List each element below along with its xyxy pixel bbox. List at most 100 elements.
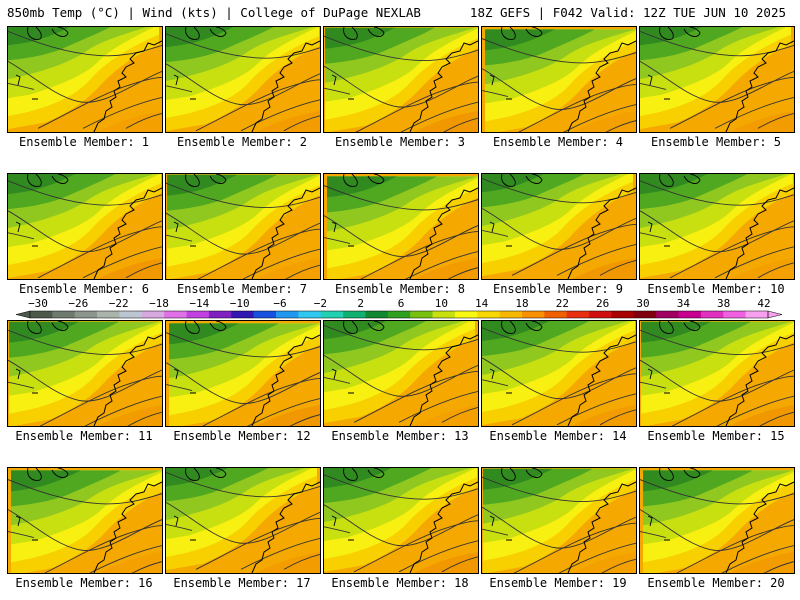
map-plot: [8, 468, 162, 573]
ensemble-member-map: [165, 173, 321, 280]
ensemble-member-map: [7, 320, 163, 427]
ensemble-member-map: [323, 173, 479, 280]
ensemble-member-map: [165, 467, 321, 574]
colorbar-segment: [186, 311, 210, 318]
colorbar-segment: [298, 311, 322, 318]
temperature-colorbar: −30 −26 −22 −18 −14 −10 −6 −2 2 6 10 14 18 22 26 30 34 38…: [15, 297, 783, 319]
map-plot: [640, 174, 794, 279]
colorbar-tick-label: −18: [149, 297, 169, 310]
colorbar-segment: [30, 311, 53, 318]
colorbar-tick-label: −22: [109, 297, 129, 310]
ensemble-member-label: Ensemble Member: 10: [647, 282, 785, 296]
colorbar-segment: [611, 311, 635, 318]
ensemble-member-map: [639, 467, 795, 574]
colorbar-tick-label: 14: [475, 297, 489, 310]
ensemble-member-label: Ensemble Member: 3: [334, 135, 466, 149]
ensemble-member-map: [481, 467, 637, 574]
colorbar-tick-label: 2: [357, 297, 364, 310]
map-plot: [482, 174, 636, 279]
ensemble-member-label: Ensemble Member: 19: [489, 576, 627, 590]
ensemble-member-label: Ensemble Member: 18: [331, 576, 469, 590]
colorbar-segment: [566, 311, 590, 318]
ensemble-member-map: [639, 26, 795, 133]
colorbar-segment: [320, 311, 344, 318]
map-plot: [166, 174, 320, 279]
map-plot: [324, 174, 478, 279]
colorbar-arrow-low: [15, 310, 31, 319]
colorbar-tick-label: 6: [398, 297, 405, 310]
ensemble-member-map: [639, 173, 795, 280]
ensemble-member-label: Ensemble Member: 8: [334, 282, 466, 296]
header-valid-time: 18Z GEFS | F042 Valid: 12Z TUE JUN 10 20…: [469, 5, 786, 20]
ensemble-member-map: [165, 320, 321, 427]
map-plot: [324, 27, 478, 132]
colorbar-segment: [454, 311, 478, 318]
colorbar-segment: [97, 311, 120, 318]
colorbar-segment: [74, 311, 98, 318]
colorbar-segment: [678, 311, 702, 318]
ensemble-member-label: Ensemble Member: 16: [15, 576, 153, 590]
ensemble-member-label: Ensemble Member: 13: [331, 429, 469, 443]
ensemble-member-map: [323, 320, 479, 427]
ensemble-member-map: [481, 26, 637, 133]
ensemble-member-label: Ensemble Member: 1: [18, 135, 150, 149]
ensemble-member-label: Ensemble Member: 9: [492, 282, 624, 296]
ensemble-member-map: [7, 467, 163, 574]
colorbar-tick-label: −30: [28, 297, 48, 310]
colorbar-segment: [343, 311, 366, 318]
colorbar-tick-label: −10: [230, 297, 250, 310]
colorbar-tick-label: 18: [515, 297, 528, 310]
ensemble-member-label: Ensemble Member: 11: [15, 429, 153, 443]
colorbar-tick-label: 22: [556, 297, 569, 310]
ensemble-member-label: Ensemble Member: 17: [173, 576, 311, 590]
map-plot: [8, 27, 162, 132]
colorbar-segment: [208, 311, 232, 318]
ensemble-member-map: [639, 320, 795, 427]
map-plot: [8, 174, 162, 279]
ensemble-member-map: [7, 173, 163, 280]
colorbar-tick-label: 42: [757, 297, 770, 310]
map-plot: [640, 321, 794, 426]
colorbar-segment: [141, 311, 165, 318]
map-plot: [166, 321, 320, 426]
ensemble-member-map: [165, 26, 321, 133]
colorbar-tick-label: −2: [314, 297, 327, 310]
map-plot: [482, 468, 636, 573]
colorbar-segment: [633, 311, 657, 318]
colorbar-segment: [253, 311, 277, 318]
colorbar-tick-label: 10: [435, 297, 448, 310]
map-plot: [482, 27, 636, 132]
ensemble-member-map: [323, 26, 479, 133]
map-plot: [166, 468, 320, 573]
map-plot: [324, 468, 478, 573]
colorbar-segment: [745, 311, 769, 318]
ensemble-member-map: [481, 173, 637, 280]
colorbar-segment: [477, 311, 500, 318]
map-plot: [324, 321, 478, 426]
ensemble-member-label: Ensemble Member: 12: [173, 429, 311, 443]
colorbar-segment: [656, 311, 679, 318]
ensemble-member-label: Ensemble Member: 6: [18, 282, 150, 296]
colorbar-segment: [700, 311, 724, 318]
colorbar-tick-label: −26: [68, 297, 88, 310]
colorbar-segment: [723, 311, 746, 318]
ensemble-member-label: Ensemble Member: 20: [647, 576, 785, 590]
map-plot: [640, 27, 794, 132]
colorbar-segment: [365, 311, 389, 318]
colorbar-arrow-high: [767, 310, 783, 319]
colorbar-segment: [589, 311, 612, 318]
colorbar-segment: [276, 311, 299, 318]
colorbar-segment: [544, 311, 568, 318]
map-plot: [640, 468, 794, 573]
ensemble-member-label: Ensemble Member: 15: [647, 429, 785, 443]
colorbar-tick-label: 26: [596, 297, 609, 310]
ensemble-member-label: Ensemble Member: 2: [176, 135, 308, 149]
map-plot: [8, 321, 162, 426]
colorbar-tick-label: 34: [677, 297, 691, 310]
colorbar-segment: [52, 311, 76, 318]
colorbar-segment: [522, 311, 545, 318]
colorbar-tick-label: −6: [273, 297, 286, 310]
ensemble-member-label: Ensemble Member: 5: [650, 135, 782, 149]
colorbar-tick-label: 30: [636, 297, 649, 310]
colorbar-segment: [231, 311, 254, 318]
